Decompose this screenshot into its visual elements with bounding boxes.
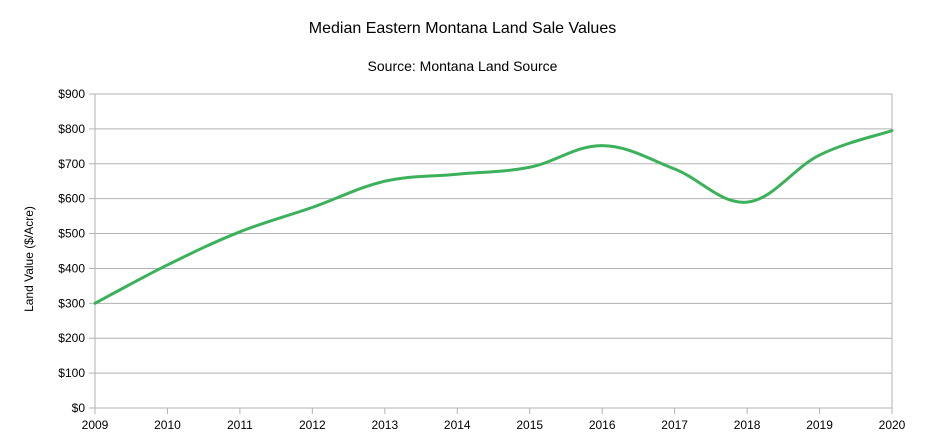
y-tick-label: $500 <box>58 227 85 241</box>
chart-subtitle: Source: Montana Land Source <box>367 58 558 74</box>
series-layer <box>93 129 894 305</box>
x-tick-label: 2019 <box>806 418 833 432</box>
x-tick-label: 2009 <box>82 418 109 432</box>
x-tick-label: 2020 <box>879 418 906 432</box>
y-tick-label: $400 <box>58 261 85 275</box>
x-tick-label: 2016 <box>589 418 616 432</box>
y-tick-label: $700 <box>58 157 85 171</box>
y-tick-label: $300 <box>58 296 85 310</box>
x-tick-label: 2012 <box>299 418 326 432</box>
x-tick-label: 2014 <box>444 418 471 432</box>
y-axis: $0 $100 $200 $300 $400 $500 $600 $700 $800 $900 <box>58 87 95 415</box>
chart-title: Median Eastern Montana Land Sale Values <box>308 20 617 37</box>
y-tick-label: $800 <box>58 122 85 136</box>
x-tick-label: 2015 <box>516 418 543 432</box>
plot-area-border <box>94 93 893 409</box>
y-tick-label: $600 <box>58 192 85 206</box>
y-axis-label: Land Value ($/Acre) <box>22 206 36 312</box>
series-line <box>93 129 894 305</box>
x-tick-label: 2011 <box>227 418 253 432</box>
y-tick-label: $100 <box>58 366 85 380</box>
x-axis: 2009 2010 2011 2012 2013 2014 2015 2016 2017 2018… <box>82 408 906 432</box>
x-tick-label: 2017 <box>661 418 688 432</box>
x-tick-label: 2018 <box>734 418 761 432</box>
y-tick-label: $0 <box>72 401 86 415</box>
x-tick-label: 2010 <box>154 418 181 432</box>
x-tick-label: 2013 <box>371 418 398 432</box>
grid-lines <box>95 93 892 409</box>
y-tick-label: $200 <box>58 331 85 345</box>
y-tick-label: $900 <box>58 87 85 101</box>
